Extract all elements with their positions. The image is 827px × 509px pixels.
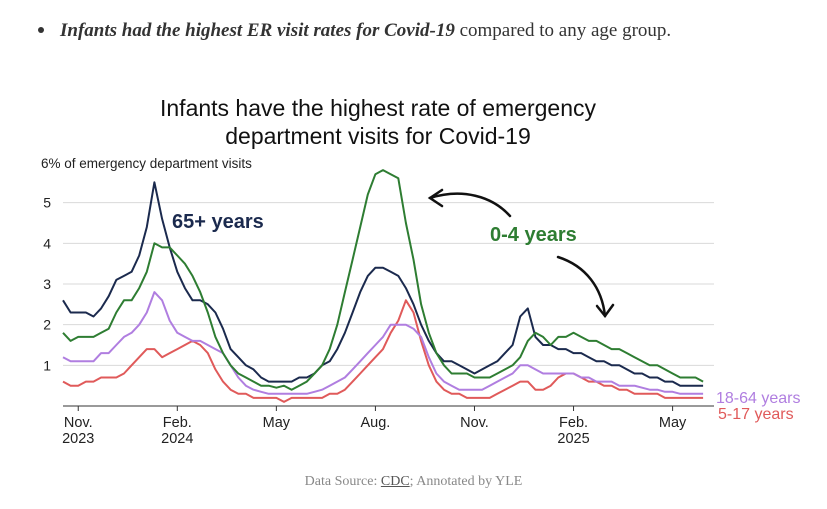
- annotation-infant: 0-4 years: [490, 224, 577, 246]
- series-line-child: [62, 299, 704, 403]
- arrow-to-infant-second-wave-icon: [556, 255, 615, 319]
- series-lines: [62, 169, 704, 403]
- cdc-source-link[interactable]: CDC: [380, 474, 410, 489]
- x-tick-label: May: [659, 415, 687, 431]
- y-tick-label: 5: [43, 195, 51, 211]
- series-line-infant: [62, 169, 704, 391]
- chart-gridlines: [63, 202, 714, 366]
- bullet-emphasis: Infants had the highest ER visit rates f…: [60, 20, 455, 41]
- chart-title-line1: Infants have the highest rate of emergen…: [160, 95, 596, 121]
- y-tick-label: 2: [43, 317, 51, 333]
- y-axis-ticks: 1 2 3 4 5: [43, 195, 51, 374]
- bullet-rest: compared to any age group.: [454, 20, 672, 41]
- x-tick-label: Feb.: [559, 415, 588, 431]
- x-tick-label: May: [263, 415, 291, 431]
- x-tick-label: Nov.: [460, 415, 489, 431]
- arrow-to-infant-peak-icon: [427, 188, 512, 218]
- y-tick-label: 3: [43, 276, 51, 292]
- x-tick-label: Feb.: [163, 415, 192, 431]
- x-tick-year-label: 2024: [161, 431, 193, 447]
- bullet-icon: [38, 26, 44, 33]
- x-tick-year-label: 2025: [557, 431, 589, 447]
- y-tick-label: 4: [43, 235, 51, 251]
- x-tick-label: Nov.: [64, 415, 93, 431]
- y-axis-label: 6% of emergency department visits: [41, 156, 252, 171]
- annotation-senior: 65+ years: [172, 211, 264, 233]
- data-source-caption: Data Source: CDC; Annotated by YLE: [0, 474, 827, 490]
- x-tick-year-label: 2023: [62, 431, 94, 447]
- x-tick-label: Aug.: [360, 415, 390, 431]
- chart-title-line2: department visits for Covid-19: [225, 123, 531, 149]
- series-line-adult: [62, 291, 704, 395]
- legend-adult: 18-64 years: [716, 390, 801, 407]
- legend-child: 5-17 years: [718, 406, 794, 423]
- summary-bullet: Infants had the highest ER visit rates f…: [38, 20, 818, 42]
- y-tick-label: 1: [43, 357, 51, 373]
- source-prefix: Data Source:: [304, 474, 381, 489]
- source-suffix: ; Annotated by YLE: [409, 474, 523, 489]
